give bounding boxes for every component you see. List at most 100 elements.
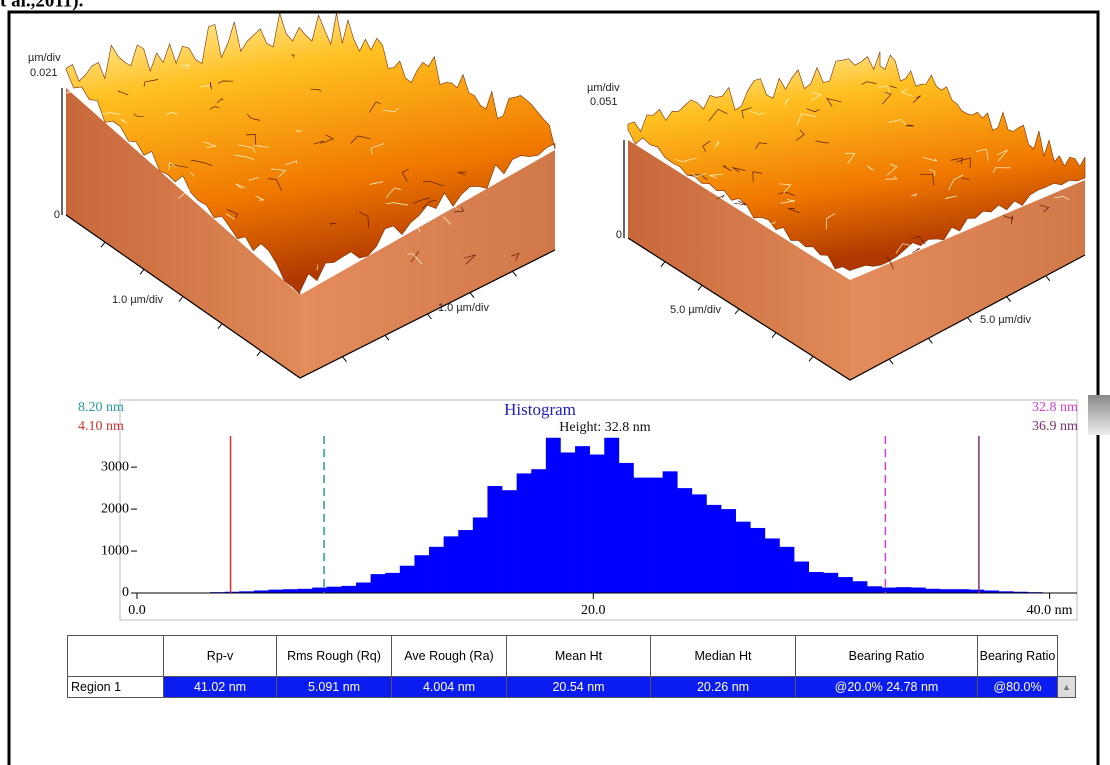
afm-label: 0.051 — [590, 96, 618, 108]
chart-subtitle: Height: 32.8 nm — [559, 420, 650, 435]
column-header: Rp-v — [164, 636, 277, 677]
bar — [575, 446, 590, 593]
y-tick-label: 2000 — [101, 501, 129, 516]
row-label: Region 1 — [68, 677, 164, 698]
header-row: Rp-v Rms Rough (Rq) Ave Rough (Ra) Mean … — [68, 636, 1076, 677]
axis-tick — [513, 271, 517, 276]
axis-tick — [257, 351, 261, 356]
axis-tick — [928, 338, 932, 343]
bar — [648, 478, 663, 593]
bar — [969, 590, 984, 593]
y-tick-label: 3000 — [101, 459, 129, 474]
bar — [356, 583, 371, 593]
bar — [663, 471, 678, 593]
bar — [736, 522, 751, 593]
axis-tick — [470, 293, 474, 298]
afm-label: 0.021 — [30, 67, 58, 79]
axis-tick — [101, 242, 105, 247]
afm-label: 0 — [54, 209, 60, 221]
afm-image: µm/div 0.021 0 1.0 µm/div 1.0 µm/div — [28, 13, 555, 378]
bar — [487, 486, 502, 593]
column-header: Ave Rough (Ra) — [392, 636, 507, 677]
axis-tick — [1046, 276, 1050, 281]
bar — [823, 573, 838, 593]
bar — [940, 589, 955, 593]
axis-tick — [698, 285, 702, 290]
axis-tick — [735, 309, 739, 314]
bar — [502, 490, 517, 593]
bar — [604, 438, 619, 593]
bar — [794, 562, 809, 593]
column-header: Bearing Ratio — [978, 636, 1058, 677]
bar — [298, 589, 313, 593]
roughness-table: Rp-v Rms Rough (Rq) Ave Rough (Ra) Mean … — [67, 635, 1076, 698]
bar — [852, 581, 867, 593]
y-tick-label: 0 — [122, 585, 129, 600]
bar — [531, 469, 546, 593]
bar — [268, 590, 283, 593]
bar — [838, 577, 853, 593]
bar — [926, 589, 941, 593]
bar — [458, 530, 473, 593]
bar — [955, 589, 970, 593]
bar — [882, 588, 897, 593]
afm-label: 5.0 µm/div — [670, 304, 721, 316]
chart-title: Histogram — [504, 400, 576, 419]
column-header: Mean Ht — [507, 636, 651, 677]
axis-tick — [385, 335, 389, 340]
bar — [341, 586, 356, 593]
cell: 20.26 nm — [651, 677, 796, 698]
axis-tick — [343, 357, 347, 362]
afm-label: 0 — [616, 229, 622, 241]
bar — [896, 587, 911, 593]
afm-label: 1.0 µm/div — [438, 302, 489, 314]
cursor-label: 4.10 nm — [78, 419, 124, 434]
bar — [517, 473, 532, 593]
column-header: Rms Rough (Rq) — [277, 636, 392, 677]
bar — [809, 572, 824, 593]
afm-label: µm/div — [28, 52, 61, 64]
scrollbar[interactable]: ▲ — [1058, 677, 1076, 698]
axis-tick — [179, 297, 183, 302]
header-text: t al.,2011). — [0, 0, 83, 11]
side-tab — [1088, 395, 1110, 435]
axis-tick — [772, 333, 776, 338]
bar — [867, 586, 882, 593]
cell: 20.54 nm — [507, 677, 651, 698]
bar — [633, 478, 648, 593]
histogram: HistogramHeight: 32.8 nm 0 1000 2000 3000 0.0… — [78, 400, 1078, 620]
bar — [546, 438, 561, 593]
cursor-label: 32.8 nm — [1032, 400, 1078, 415]
axis-tick — [140, 269, 144, 274]
afm-label: 5.0 µm/div — [980, 314, 1031, 326]
cell: @20.0% 24.78 nm — [796, 677, 978, 698]
bar — [429, 547, 444, 593]
column-header: Median Ht — [651, 636, 796, 677]
bar — [327, 587, 342, 593]
x-tick-label: 20.0 — [581, 603, 606, 618]
x-tick-label: 40.0 nm — [1027, 603, 1073, 618]
axis-tick — [218, 324, 222, 329]
bar — [312, 588, 327, 593]
y-tick-label: 1000 — [101, 543, 129, 558]
bar — [765, 538, 780, 593]
bar — [371, 574, 386, 593]
bar — [473, 517, 488, 593]
cursor-label: 36.9 nm — [1032, 419, 1078, 434]
bar — [560, 452, 575, 593]
bar — [692, 494, 707, 593]
x-tick-label: 0.0 — [128, 603, 146, 618]
bar — [750, 528, 765, 593]
bar — [590, 455, 605, 593]
bar — [779, 547, 794, 593]
bar — [283, 589, 298, 593]
cell: 41.02 nm — [164, 677, 277, 698]
bar — [706, 505, 721, 593]
axis-tick — [809, 356, 813, 361]
corner-cell — [68, 636, 164, 677]
cursor-label: 8.20 nm — [78, 400, 124, 415]
afm-label: 1.0 µm/div — [112, 294, 163, 306]
page: t al.,2011). µm/div 0.021 0 1.0 µm/div 1.0 µ… — [0, 0, 1110, 765]
